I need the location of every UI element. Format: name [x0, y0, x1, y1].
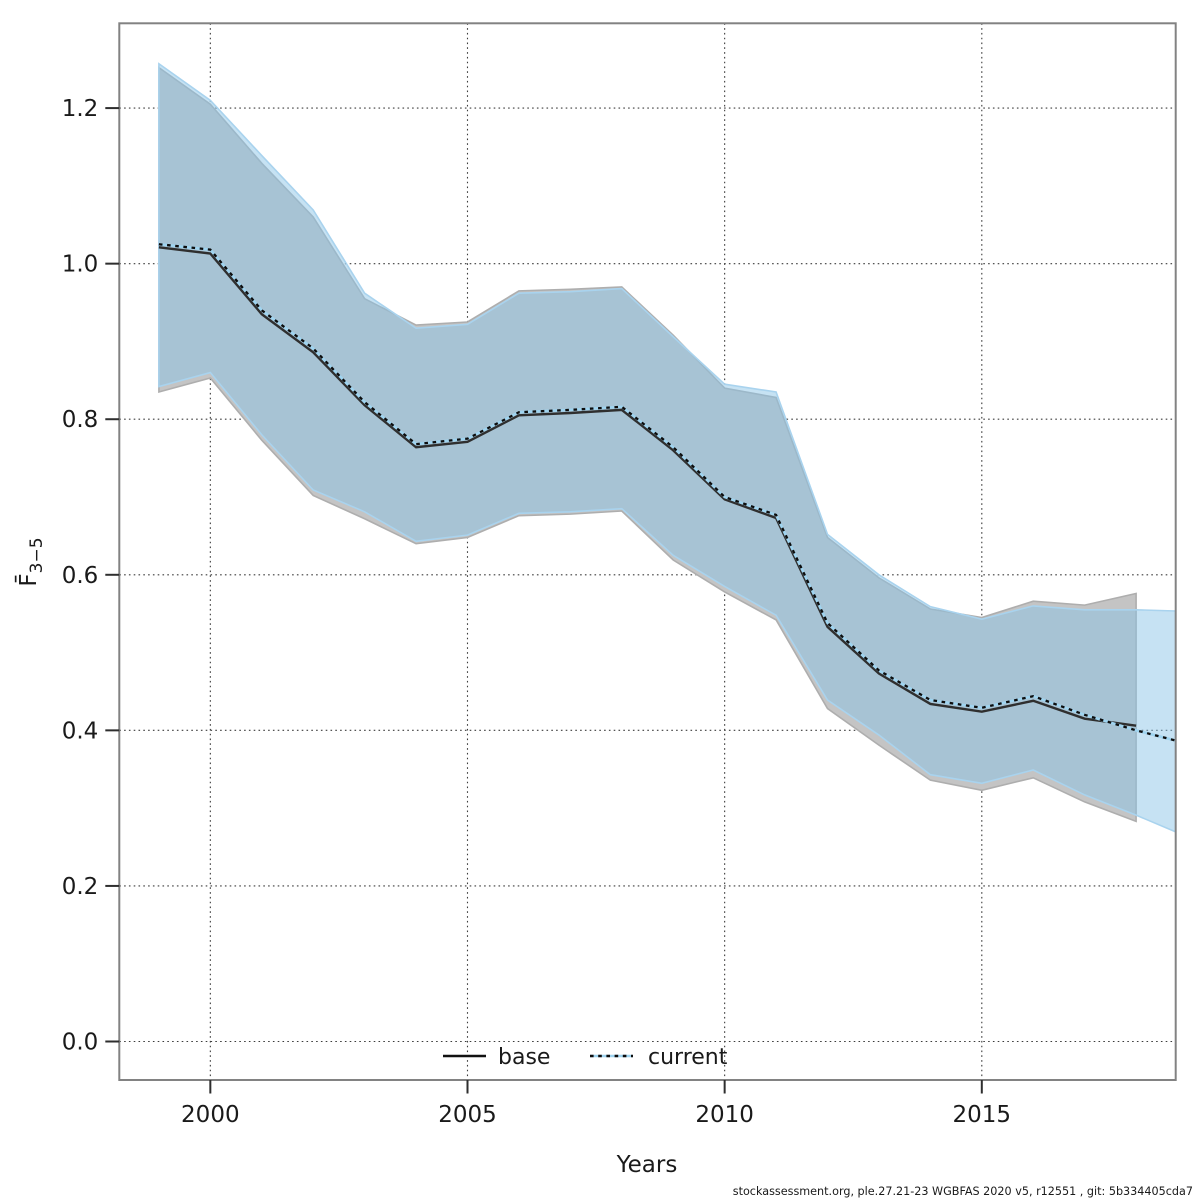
axis-tick-labels: 2000 2005 2010 2015 0.0 0.2 0.4 0.6 0.8 1.0 1.2 [62, 96, 1011, 1128]
y-axis-title-main: F̄ [14, 573, 42, 586]
y-tick-label: 0.8 [62, 407, 99, 433]
x-axis-title: Years [616, 1152, 678, 1178]
base-confidence-band [158, 66, 1137, 823]
x-tick-label: 2005 [438, 1102, 497, 1128]
legend-current-label: current [648, 1045, 728, 1070]
y-tick-label: 0.2 [62, 874, 99, 900]
y-tick-label: 0.0 [62, 1029, 99, 1055]
axis-ticks [105, 107, 983, 1094]
footer-credit: stockassessment.org, ple.27.21-23 WGBFAS… [733, 1185, 1193, 1198]
y-tick-label: 0.4 [62, 718, 99, 744]
x-tick-label: 2000 [181, 1102, 240, 1128]
x-tick-label: 2015 [953, 1102, 1012, 1128]
y-tick-label: 1.0 [62, 252, 99, 278]
x-tick-label: 2010 [695, 1102, 754, 1128]
y-axis-title-subscript: 3−5 [27, 537, 47, 573]
plot-border [118, 22, 1177, 1081]
y-tick-label: 1.2 [62, 96, 99, 122]
current-confidence-band [158, 62, 1176, 833]
current-line-dotted [158, 243, 1176, 742]
legend-base-label: base [498, 1045, 550, 1070]
legend: base current [443, 1045, 728, 1070]
y-tick-label: 0.6 [62, 563, 99, 589]
data-layer [158, 62, 1176, 833]
y-axis-title: F̄3−5 [14, 537, 47, 586]
base-line [158, 246, 1137, 727]
